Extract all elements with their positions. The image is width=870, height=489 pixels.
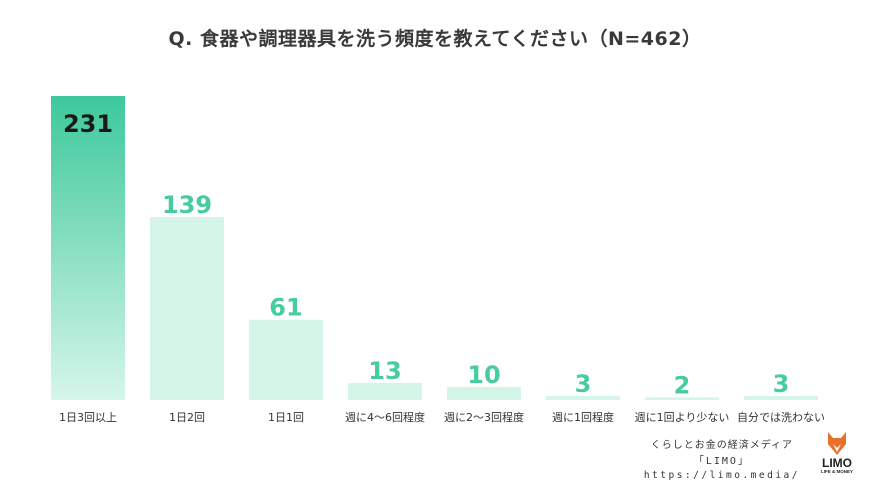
data-label-1: 231 [63,110,113,138]
bar-5 [447,386,521,400]
bar-3 [249,319,323,400]
category-label-1: 1日3回以上 [59,411,117,424]
category-label-5: 週に2〜3回程度 [444,410,524,424]
bar-6 [546,396,620,400]
bar-1 [51,96,125,400]
data-label-8: 3 [773,370,790,398]
limo-logo: LIMO LIFE & MONEY [814,428,860,476]
bar-8 [744,396,818,400]
category-label-3: 1日1回 [268,411,304,424]
bar-2 [150,217,224,400]
category-label-8: 自分では洗わない [737,411,825,424]
fox-icon [828,432,846,455]
category-label-2: 1日2回 [169,411,205,424]
data-label-5: 10 [467,361,500,389]
bar-4 [348,382,422,400]
bars-layer: 231 1日3回以上 139 1日2回 61 1日1回 13 週に4〜6回程度 10 週に2〜3回… [51,96,825,424]
footer-media-label: くらしとお金の経済メディア [650,440,794,451]
footer-url: https://limo.media/ [643,470,800,481]
chart-title: Q. 食器や調理器具を洗う頻度を教えてください（N=462） [168,28,702,50]
data-label-7: 2 [674,371,691,399]
data-label-6: 3 [575,370,592,398]
data-label-2: 139 [162,191,212,219]
logo-word: LIMO [822,456,852,470]
category-label-6: 週に1回程度 [552,410,614,424]
category-label-4: 週に4〜6回程度 [345,410,425,424]
logo-tagline: LIFE & MONEY [820,469,853,474]
bar-7 [645,397,719,400]
footer-credit: くらしとお金の経済メディア 「LIMO」 https://limo.media/ [644,436,800,481]
data-label-4: 13 [368,357,401,385]
category-label-7: 週に1回より少ない [635,411,730,424]
data-label-3: 61 [269,294,302,322]
footer-brand: 「LIMO」 [693,456,750,467]
